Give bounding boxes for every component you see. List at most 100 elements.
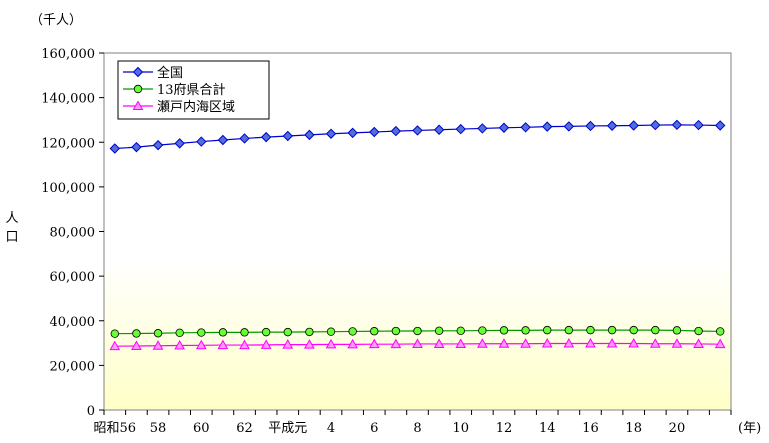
data-point bbox=[391, 326, 401, 336]
data-point bbox=[282, 130, 293, 142]
data-point bbox=[650, 119, 661, 131]
legend-label: 全国 bbox=[157, 65, 183, 81]
x-tick-label: 6 bbox=[370, 421, 378, 436]
x-tick-label: 12 bbox=[496, 421, 513, 436]
data-point bbox=[196, 136, 207, 147]
data-point bbox=[542, 121, 553, 132]
data-point bbox=[693, 338, 704, 348]
data-point bbox=[671, 119, 683, 131]
data-point bbox=[649, 338, 661, 348]
data-point bbox=[175, 328, 184, 337]
data-point bbox=[240, 328, 249, 337]
data-point bbox=[261, 327, 271, 337]
data-point bbox=[455, 338, 467, 348]
data-point bbox=[433, 124, 445, 135]
data-point bbox=[672, 326, 682, 335]
data-point bbox=[195, 339, 207, 350]
data-point bbox=[564, 325, 574, 335]
data-point bbox=[325, 128, 337, 139]
x-tick-label: 60 bbox=[193, 421, 210, 436]
data-point bbox=[606, 337, 618, 348]
data-point bbox=[585, 337, 596, 348]
data-point bbox=[110, 329, 120, 338]
data-point bbox=[217, 134, 229, 146]
data-point bbox=[369, 126, 380, 138]
data-point bbox=[586, 325, 595, 335]
y-tick-label: 120,000 bbox=[41, 136, 95, 151]
data-point bbox=[152, 340, 164, 350]
data-point bbox=[218, 328, 228, 337]
y-tick-label: 40,000 bbox=[50, 315, 96, 330]
data-point bbox=[694, 326, 703, 336]
data-point bbox=[607, 325, 617, 335]
y-axis: 0 20,000 40,000 60,000 80,000 100,000 120,000 1… bbox=[41, 47, 104, 419]
data-point bbox=[521, 326, 530, 335]
x-tick-label: 16 bbox=[582, 421, 599, 436]
data-point bbox=[131, 141, 142, 153]
data-point bbox=[174, 339, 186, 350]
x-tick-label: 58 bbox=[150, 421, 167, 436]
data-point bbox=[477, 338, 488, 348]
y-tick-label: 80,000 bbox=[50, 226, 96, 241]
data-point bbox=[109, 143, 121, 154]
y-tick-label: 140,000 bbox=[41, 92, 95, 107]
x-unit-label: (年) bbox=[738, 421, 761, 436]
data-point bbox=[456, 326, 465, 335]
series-layer bbox=[109, 119, 726, 351]
x-tick-label: 18 bbox=[625, 421, 642, 436]
legend-marker bbox=[132, 100, 144, 110]
data-point bbox=[520, 122, 531, 133]
data-point bbox=[671, 338, 683, 348]
data-point bbox=[433, 338, 445, 348]
data-point bbox=[714, 338, 726, 349]
data-point bbox=[132, 329, 141, 338]
data-point bbox=[563, 121, 575, 132]
x-tick-label: 20 bbox=[669, 421, 686, 436]
legend-label: 瀬戸内海区域 bbox=[157, 99, 235, 115]
data-point bbox=[197, 328, 206, 337]
y-axis-label-char-1: 人 bbox=[5, 211, 18, 226]
data-point bbox=[390, 125, 402, 137]
data-point bbox=[413, 326, 422, 336]
data-point bbox=[606, 120, 618, 131]
data-point bbox=[541, 337, 553, 348]
y-tick-label: 0 bbox=[87, 404, 95, 419]
data-point bbox=[499, 326, 509, 335]
x-tick-label: 62 bbox=[236, 421, 253, 436]
data-point bbox=[629, 325, 638, 335]
data-point bbox=[368, 338, 380, 349]
data-point bbox=[693, 119, 704, 131]
x-tick-label: 8 bbox=[413, 421, 421, 436]
y-unit-label: （千人） bbox=[30, 13, 82, 28]
data-point bbox=[498, 338, 510, 348]
data-point bbox=[326, 327, 336, 336]
legend-marker bbox=[133, 84, 143, 94]
data-point bbox=[260, 131, 272, 143]
data-point bbox=[348, 327, 357, 336]
y-tick-label: 20,000 bbox=[50, 359, 96, 374]
data-point bbox=[325, 338, 337, 349]
data-point bbox=[304, 129, 315, 141]
data-point bbox=[651, 325, 660, 335]
x-axis: 昭和56 58 60 62 平成元 4 6 8 10 12 14 16 18 20 bbox=[94, 410, 732, 436]
y-tick-label: 100,000 bbox=[41, 181, 95, 196]
legend-label: 13府県合計 bbox=[157, 82, 226, 98]
data-point bbox=[239, 133, 250, 144]
y-tick-label: 160,000 bbox=[41, 47, 95, 62]
data-point bbox=[520, 338, 531, 348]
data-point bbox=[477, 123, 488, 134]
data-point bbox=[543, 325, 552, 335]
x-tick-label: 平成元 bbox=[268, 421, 307, 436]
data-point bbox=[347, 338, 358, 349]
data-point bbox=[585, 120, 596, 132]
x-tick-label: 10 bbox=[452, 421, 469, 436]
data-point bbox=[260, 339, 272, 349]
data-point bbox=[174, 138, 185, 149]
x-tick-label: 4 bbox=[327, 421, 335, 436]
x-tick-label: 昭和56 bbox=[94, 421, 137, 436]
y-tick-label: 60,000 bbox=[50, 270, 96, 285]
data-point bbox=[390, 338, 402, 349]
data-point bbox=[434, 326, 444, 335]
